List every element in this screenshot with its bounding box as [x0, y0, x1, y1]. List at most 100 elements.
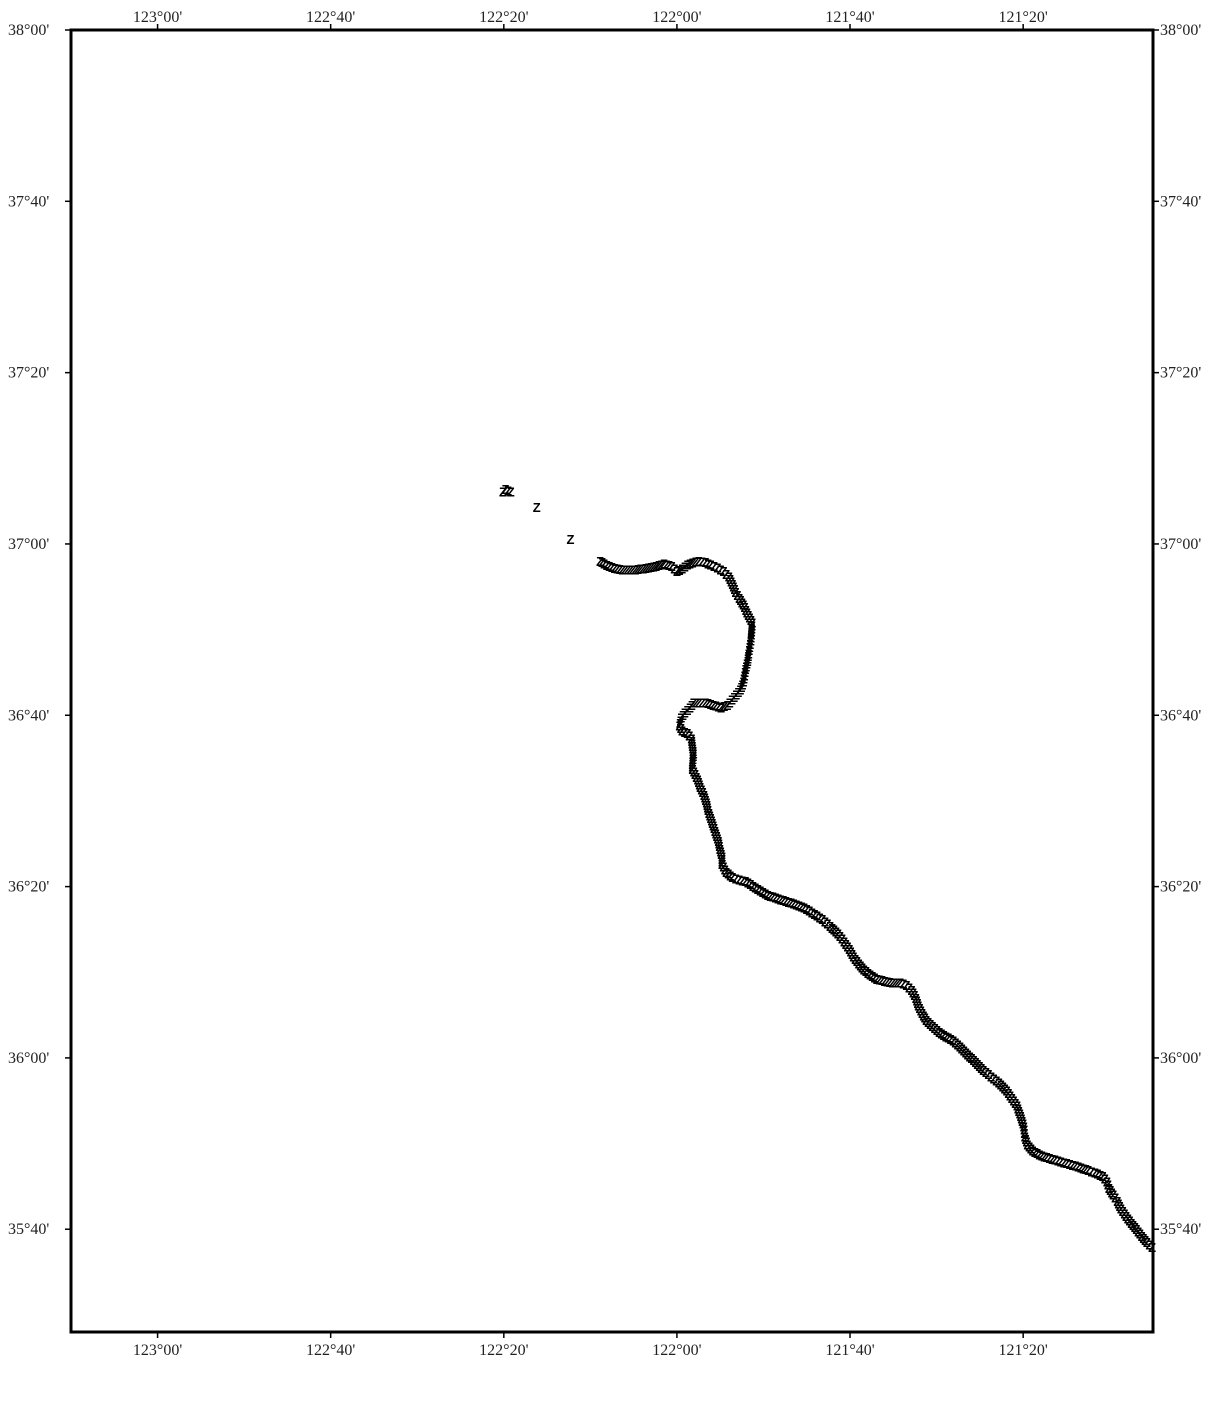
track-marker: Z — [1104, 1178, 1112, 1193]
track-marker: Z — [722, 865, 730, 880]
track-marker: Z — [742, 603, 750, 618]
track-marker: Z — [499, 485, 507, 500]
track-marker: Z — [694, 772, 702, 787]
track-marker: Z — [1106, 1183, 1114, 1198]
track-marker: Z — [1136, 1227, 1144, 1242]
track-marker: Z — [729, 577, 737, 592]
track-marker: Z — [720, 699, 728, 714]
track-marker: Z — [764, 888, 772, 903]
track-marker: Z — [642, 561, 650, 576]
track-marker: Z — [730, 690, 738, 705]
track-marker: Z — [747, 628, 755, 643]
track-marker: Z — [1021, 1130, 1029, 1145]
track-marker: Z — [747, 631, 755, 646]
lon-label-top: 122°20' — [479, 9, 528, 26]
track-marker: Z — [746, 877, 754, 892]
track-marker: Z — [1138, 1229, 1146, 1244]
track-marker: Z — [703, 796, 711, 811]
track-marker: Z — [800, 901, 808, 916]
track-marker: Z — [733, 588, 741, 603]
track-marker: Z — [676, 718, 684, 733]
track-marker: Z — [1060, 1155, 1068, 1170]
track-marker: Z — [908, 983, 916, 998]
track-marker: Z — [1113, 1194, 1121, 1209]
track-marker: Z — [736, 682, 744, 697]
track-marker: Z — [603, 558, 611, 573]
track-marker: Z — [732, 871, 740, 886]
track-marker: Z — [687, 731, 695, 746]
track-marker: Z — [704, 801, 712, 816]
track-marker: Z — [502, 482, 510, 497]
track-marker: Z — [1131, 1220, 1139, 1235]
lon-label-top: 121°20' — [999, 9, 1048, 26]
track-marker: Z — [851, 952, 859, 967]
track-marker: Z — [740, 672, 748, 687]
track-marker: Z — [1101, 1172, 1109, 1187]
track-marker: Z — [716, 839, 724, 854]
track-marker: Z — [740, 668, 748, 683]
track-marker: Z — [842, 937, 850, 952]
lat-label-right: 36°40' — [1160, 707, 1201, 724]
track-marker: Z — [875, 972, 883, 987]
track-marker: Z — [944, 1031, 952, 1046]
track-marker: Z — [712, 699, 720, 714]
track-marker: Z — [690, 695, 698, 710]
track-marker: Z — [677, 721, 685, 736]
track-marker: Z — [779, 893, 787, 908]
track-marker: Z — [695, 778, 703, 793]
track-marker: Z — [1004, 1086, 1012, 1101]
track-marker: Z — [951, 1036, 959, 1051]
track-marker: Z — [660, 557, 668, 572]
track-marker: Z — [866, 968, 874, 983]
track-marker: Z — [655, 558, 663, 573]
track-marker: Z — [891, 975, 899, 990]
track-marker: Z — [695, 695, 703, 710]
track-marker: Z — [902, 978, 910, 993]
track-marker: Z — [717, 844, 725, 859]
track-marker: Z — [683, 726, 691, 741]
track-marker: Z — [1051, 1153, 1059, 1168]
track-marker: Z — [1040, 1149, 1048, 1164]
track-marker: Z — [652, 559, 660, 574]
track-marker: Z — [1129, 1218, 1137, 1233]
track-marker: Z — [766, 889, 774, 904]
track-marker: Z — [912, 991, 920, 1006]
track-marker: Z — [1057, 1154, 1065, 1169]
track-marker: Z — [734, 685, 742, 700]
track-marker: Z — [624, 563, 632, 578]
track-marker: Z — [968, 1051, 976, 1066]
track-marker: Z — [717, 562, 725, 577]
track-marker: Z — [701, 790, 709, 805]
track-marker: Z — [1096, 1168, 1104, 1183]
track-marker: Z — [881, 974, 889, 989]
track-marker: Z — [715, 837, 723, 852]
track-marker: Z — [1143, 1235, 1151, 1250]
track-marker: Z — [690, 765, 698, 780]
track-marker: Z — [1023, 1135, 1031, 1150]
track-marker: Z — [533, 500, 541, 515]
track-marker: Z — [650, 560, 658, 575]
lat-label-left: 37°20' — [8, 365, 49, 382]
track-marker: Z — [1031, 1145, 1039, 1160]
track-marker: Z — [735, 591, 743, 606]
track-marker: Z — [747, 625, 755, 640]
track-marker: Z — [738, 595, 746, 610]
track-marker: Z — [899, 977, 907, 992]
track-marker: Z — [742, 659, 750, 674]
track-marker: Z — [735, 873, 743, 888]
track-marker: Z — [709, 698, 717, 713]
track-marker: Z — [746, 637, 754, 652]
track-marker: Z — [856, 958, 864, 973]
track-marker: Z — [813, 909, 821, 924]
track-marker: Z — [790, 897, 798, 912]
track-marker: Z — [1082, 1162, 1090, 1177]
track-marker: Z — [732, 585, 740, 600]
track-marker: Z — [681, 560, 689, 575]
track-marker: Z — [805, 904, 813, 919]
track-marker: Z — [1033, 1146, 1041, 1161]
track-marker: Z — [845, 942, 853, 957]
track-marker: Z — [744, 652, 752, 667]
track-marker: Z — [853, 954, 861, 969]
track-marker: Z — [689, 744, 697, 759]
track-marker: Z — [716, 842, 724, 857]
